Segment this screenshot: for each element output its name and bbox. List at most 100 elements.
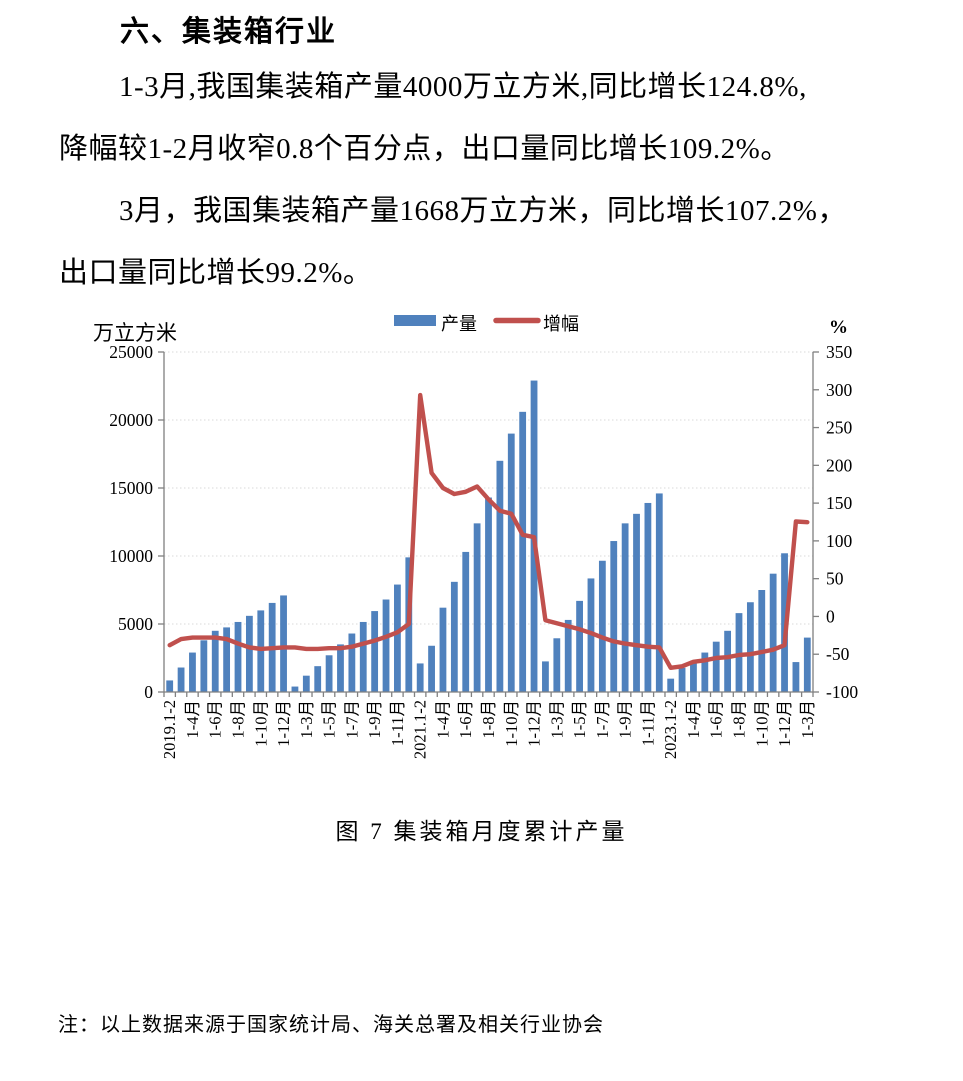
production-bar <box>189 652 196 692</box>
left-tick-label: 5000 <box>118 614 153 634</box>
production-bar <box>655 493 663 692</box>
production-bar <box>690 660 697 692</box>
x-tick-label: 1-6月 <box>456 700 475 739</box>
production-bar <box>746 602 754 692</box>
left-tick-label: 15000 <box>109 478 153 498</box>
production-bar <box>644 502 652 692</box>
x-tick-label: 2021.1-2 <box>411 700 430 759</box>
x-tick-label: 2023.1-2 <box>661 700 680 759</box>
left-tick-label: 20000 <box>109 410 153 430</box>
x-tick-label: 1-4月 <box>433 700 452 739</box>
legend-label-production: 产量 <box>441 314 477 334</box>
production-bar <box>496 460 504 692</box>
paragraph-line: 出口量同比增长99.2%。 <box>59 257 373 289</box>
production-bar <box>234 621 242 692</box>
body-text: 1-3月,我国集装箱产量4000万立方米,同比增长124.8%, 降幅较1-2月… <box>59 56 907 304</box>
legend-swatch-production <box>394 315 436 326</box>
production-bar <box>291 686 299 692</box>
production-bar <box>735 613 743 692</box>
production-bar <box>803 637 811 692</box>
production-bar <box>166 680 174 692</box>
right-axis-labels: -100 -50 0 50 100 150 200 250 300 350 <box>826 342 858 702</box>
production-bar <box>769 573 777 692</box>
x-tick-label: 1-12月 <box>274 700 293 747</box>
right-tick-label: 350 <box>826 342 853 362</box>
figure-caption: 图 7 集装箱月度累计产量 <box>335 819 628 844</box>
right-tick-label: -100 <box>826 682 858 702</box>
right-tick-label: 50 <box>826 569 844 589</box>
production-bar <box>302 675 310 692</box>
x-tick-label: 1-10月 <box>251 700 270 747</box>
left-tick-label: 10000 <box>109 546 153 566</box>
production-bar <box>724 630 732 692</box>
production-bar <box>576 600 583 692</box>
production-bar <box>428 645 435 692</box>
right-tick-label: -50 <box>826 644 850 664</box>
x-tick-label: 1-12月 <box>775 700 794 747</box>
production-bar <box>519 411 527 692</box>
left-tick-label: 25000 <box>109 342 153 362</box>
x-tick-label: 1-6月 <box>206 700 225 739</box>
production-bar <box>211 630 219 692</box>
right-tick-label: 100 <box>826 531 853 551</box>
production-bar <box>382 599 390 692</box>
legend-label-growth: 增幅 <box>543 314 579 334</box>
x-tick-label: 1-8月 <box>479 700 498 739</box>
paragraph-line: 1-3月,我国集装箱产量4000万立方米,同比增长124.8%, <box>119 71 807 103</box>
x-tick-label: 1-7月 <box>593 700 612 739</box>
x-tick-label: 1-3月 <box>798 700 817 739</box>
right-tick-label: 150 <box>826 493 853 513</box>
right-tick-label: 300 <box>826 380 853 400</box>
x-tick-label: 1-6月 <box>707 700 726 739</box>
production-bar <box>223 627 231 692</box>
paragraph-line: 3月，我国集装箱产量1668万立方米，同比增长107.2%， <box>119 195 847 227</box>
production-bar <box>542 661 549 692</box>
production-bar <box>621 523 629 692</box>
x-tick-label: 1-4月 <box>183 700 202 739</box>
production-bar <box>701 652 709 692</box>
chart-legend: 产量 增幅 <box>394 314 579 334</box>
production-bar <box>564 619 572 692</box>
x-tick-label: 1-3月 <box>297 700 316 739</box>
production-bar <box>314 666 322 692</box>
x-tick-label: 1-11月 <box>388 700 407 746</box>
left-axis-title: 万立方米 <box>93 321 177 345</box>
production-bar <box>485 497 492 692</box>
growth-line <box>167 392 810 670</box>
x-tick-label: 2019.1-2 <box>160 700 179 759</box>
production-bar <box>553 638 561 692</box>
production-bar <box>473 523 481 692</box>
left-tick-label: 0 <box>144 682 153 702</box>
production-bar <box>758 590 766 692</box>
production-bar <box>394 584 401 692</box>
production-bar <box>598 560 606 692</box>
chart-axes <box>158 351 819 697</box>
production-bar <box>200 640 208 692</box>
production-bar <box>337 644 344 692</box>
production-chart: 0 5000 10000 15000 20000 25000 -100 -50 0 50 100 15… <box>0 293 963 808</box>
x-tick-label: 1-7月 <box>342 700 361 739</box>
production-bar <box>348 633 356 692</box>
x-tick-label: 1-8月 <box>729 700 748 739</box>
production-bar <box>371 611 379 692</box>
x-tick-label: 1-12月 <box>525 700 544 747</box>
left-axis-labels: 0 5000 10000 15000 20000 25000 <box>109 342 153 702</box>
production-bar <box>280 595 287 692</box>
right-tick-label: 250 <box>826 418 853 438</box>
production-bar <box>416 663 424 692</box>
production-bar <box>610 541 618 692</box>
x-tick-label: 1-5月 <box>320 700 339 739</box>
paragraph-line: 降幅较1-2月收窄0.8个百分点，出口量同比增长109.2%。 <box>59 133 790 165</box>
production-bar <box>325 655 333 692</box>
production-bar <box>678 667 686 692</box>
production-bars <box>166 380 811 692</box>
x-tick-label: 1-10月 <box>502 700 521 747</box>
production-bar <box>507 433 515 692</box>
production-bar <box>633 513 640 692</box>
x-tick-label: 1-10月 <box>752 700 771 747</box>
section-heading: 六、集装箱行业 <box>120 16 338 48</box>
x-tick-label: 1-4月 <box>684 700 703 739</box>
x-tick-label: 1-3月 <box>547 700 566 739</box>
x-axis-labels: 2019.1-2 1-4月 1-6月 1-8月 1-10月 1-12月 1-3月 1-5月 1-… <box>160 700 817 759</box>
